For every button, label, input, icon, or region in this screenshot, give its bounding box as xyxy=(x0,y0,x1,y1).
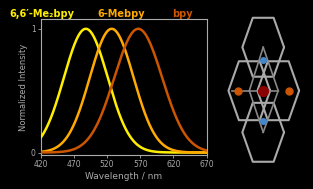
Y-axis label: Normalized Intensity: Normalized Intensity xyxy=(19,43,28,131)
Text: bpy: bpy xyxy=(172,9,193,19)
Text: 6,6′-Me₂bpy: 6,6′-Me₂bpy xyxy=(9,9,74,19)
Text: 6-Mebpy: 6-Mebpy xyxy=(97,9,145,19)
X-axis label: Wavelength / nm: Wavelength / nm xyxy=(85,172,162,181)
